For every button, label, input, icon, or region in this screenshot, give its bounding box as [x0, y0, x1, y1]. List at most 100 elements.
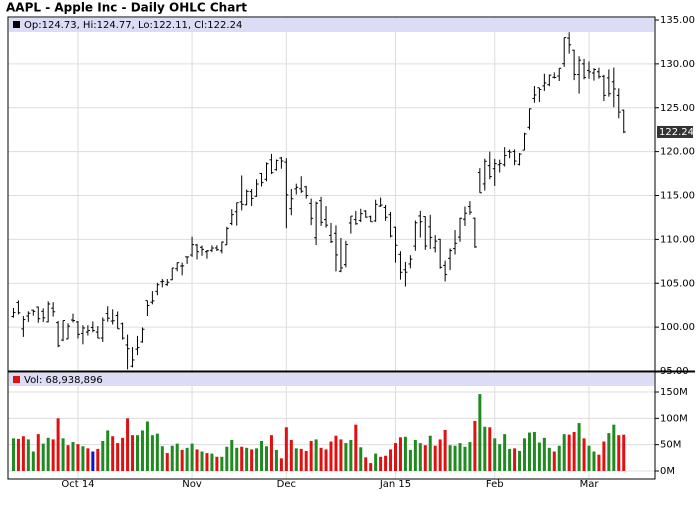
volume-bar [304, 450, 308, 471]
x-tick-label: Nov [182, 479, 202, 490]
y-tick-label: 110.00 [660, 234, 695, 245]
volume-bar [369, 463, 373, 471]
volume-bar [140, 430, 144, 471]
volume-bar [309, 440, 313, 471]
volume-bar [523, 438, 527, 471]
volume-bar [557, 445, 561, 471]
volume-bar [374, 453, 378, 471]
volume-bar [319, 447, 323, 471]
last-value-box [657, 125, 693, 138]
volume-bar [532, 432, 536, 471]
y-tick-label: 115.00 [660, 191, 695, 202]
volume-bar [180, 449, 184, 471]
volume-bar [61, 438, 65, 471]
volume-bar [458, 443, 462, 471]
volume-bar [294, 448, 298, 471]
volume-bar [582, 438, 586, 471]
price-legend-swatch [13, 21, 20, 28]
volume-bar [126, 418, 130, 471]
volume-bar [260, 440, 264, 471]
volume-bar [200, 451, 204, 471]
y-tick-label: 120.00 [660, 147, 695, 158]
volume-legend: Vol: 68,938,896 [24, 375, 103, 386]
volume-bar [135, 435, 139, 471]
volume-bar [359, 447, 363, 471]
volume-bar [116, 443, 120, 471]
volume-bar [349, 439, 353, 471]
volume-bar [384, 455, 388, 471]
y-tick-label: 150M [660, 387, 688, 398]
volume-bar [255, 448, 259, 471]
volume-bar [453, 445, 457, 471]
volume-bar [592, 451, 596, 471]
volume-bar [250, 449, 254, 471]
volume-bar [111, 436, 115, 471]
volume-bar [175, 443, 179, 471]
volume-bar [344, 443, 348, 471]
volume-bar [438, 439, 442, 471]
volume-bar [269, 435, 273, 471]
volume-bar [364, 457, 368, 471]
volume-bar [265, 446, 269, 471]
volume-bar [279, 458, 283, 471]
volume-bar [552, 451, 556, 471]
volume-bar [403, 436, 407, 471]
volume-bar [230, 439, 234, 471]
volume-bar [274, 449, 278, 471]
volume-bar [11, 438, 15, 471]
volume-bar [478, 394, 482, 471]
volume-bar [488, 427, 492, 471]
volume-bar [41, 443, 45, 471]
volume-bar [443, 429, 447, 471]
x-tick-label: Oct 14 [61, 479, 94, 490]
volume-bar [602, 441, 606, 471]
y-tick-label: 105.00 [660, 278, 695, 289]
volume-bar [190, 443, 194, 471]
volume-bar [498, 444, 502, 471]
volume-bar [527, 432, 531, 471]
volume-bar [36, 434, 40, 471]
volume-bar [423, 445, 427, 471]
volume-bar [66, 445, 70, 471]
volume-bar [468, 442, 472, 471]
volume-bar [622, 434, 626, 471]
volume-legend-swatch [13, 376, 20, 383]
volume-bar [339, 439, 343, 471]
volume-bar [16, 438, 20, 471]
volume-bar [235, 447, 239, 471]
volume-bar [185, 447, 189, 471]
volume-bar [537, 442, 541, 471]
volume-bar [314, 439, 318, 471]
volume-bar [518, 450, 522, 471]
y-tick-label: 135.00 [660, 15, 695, 26]
volume-legend-band [9, 373, 654, 386]
volume-bar [210, 453, 214, 471]
volume-bar [398, 437, 402, 471]
y-tick-label: 0M [660, 466, 675, 477]
volume-bar [121, 437, 125, 471]
volume-bar [56, 418, 60, 471]
volume-bar [354, 424, 358, 471]
y-tick-label: 100M [660, 413, 688, 424]
y-tick-label: 125.00 [660, 103, 695, 114]
volume-bar [612, 424, 616, 471]
volume-bar [418, 443, 422, 471]
volume-bar [513, 448, 517, 471]
volume-bar [71, 442, 75, 471]
volume-bar [607, 433, 611, 471]
volume-bar [587, 445, 591, 471]
y-tick-label: 130.00 [660, 59, 695, 70]
volume-bar [284, 427, 288, 471]
volume-bar [131, 435, 135, 471]
volume-bar [205, 453, 209, 471]
volume-bar [389, 449, 393, 471]
last-value-label: 122.24 [659, 127, 694, 138]
volume-bar [225, 446, 229, 471]
volume-bar [170, 445, 174, 471]
volume-bar [81, 446, 85, 471]
volume-bar [329, 441, 333, 471]
price-legend-band [9, 18, 654, 32]
volume-bar [448, 445, 452, 471]
volume-bar [21, 436, 25, 471]
